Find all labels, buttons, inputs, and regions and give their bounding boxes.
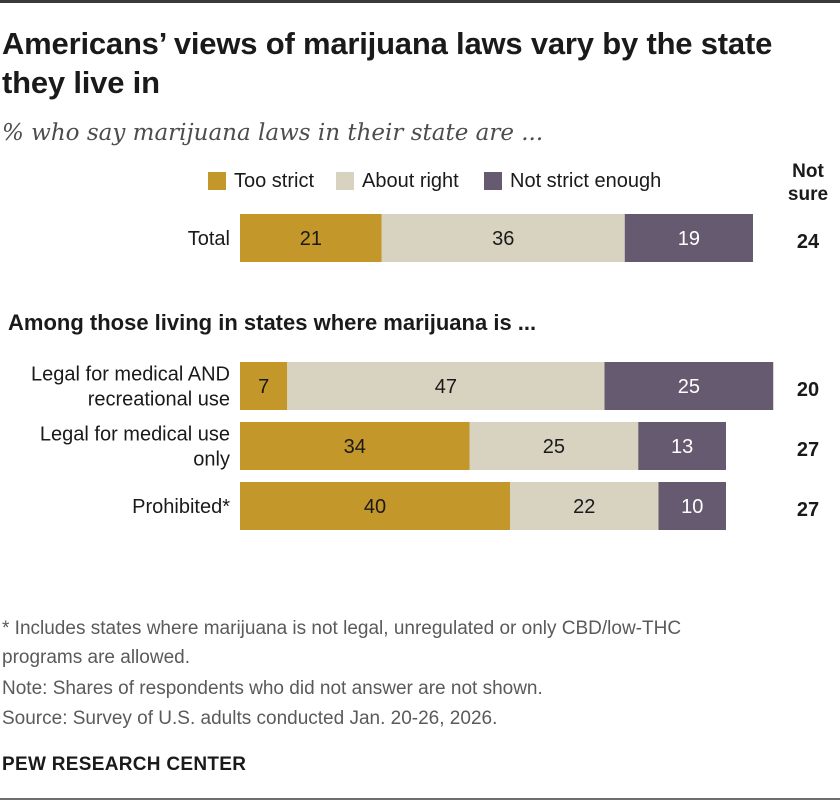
bar-total-not-strict-enough [624,214,753,262]
legend-item-about-right: About right [336,168,459,194]
bar-prohibited-not-strict-enough [658,482,726,530]
not-sure-header-line-1: Not [792,161,824,182]
category-label-prohibited: Prohibited* [132,496,230,518]
not-sure-value-prohibited: 27 [797,499,819,521]
stacked-bar-chart: Total 21 36 19 24 Legal for medical AND recrea… [31,214,820,530]
bar-prohibited-too-strict [240,482,510,530]
bar-prohibited-about-right [510,482,659,530]
section-heading: Among those living in states where marij… [8,310,537,335]
bar-legal-medical-and-recreational-too-strict [240,362,288,410]
value-label-legal-medical-and-recreational-about-right: 47 [435,376,457,398]
chart-subtitle: % who say marijuana laws in their state … [2,120,544,146]
footnote-asterisk-line-1: * Includes states where marijuana is not… [2,618,682,639]
bar-legal-medical-and-recreational-not-strict-enough [604,362,774,410]
category-label-legal-medical-only-line-1: Legal for medical use [40,424,230,446]
not-sure-value-legal-medical-and-recreational: 20 [797,379,819,401]
value-label-legal-medical-and-recreational-too-strict: 7 [258,376,269,398]
value-label-legal-medical-only-not-strict-enough: 13 [671,436,693,458]
footnote-asterisk-line-2: programs are allowed. [2,647,190,668]
value-label-legal-medical-only-about-right: 25 [543,436,565,458]
value-label-total-about-right: 36 [492,228,514,250]
value-label-legal-medical-only-too-strict: 34 [344,436,366,458]
not-sure-header-line-2: sure [787,184,829,205]
legend-label-not-strict-enough: Not strict enough [510,169,662,192]
not-sure-value-total: 24 [797,231,820,253]
not-sure-header: Not sure [776,160,840,206]
value-label-total-not-strict-enough: 19 [678,228,700,250]
legend-label-about-right: About right [362,169,459,192]
category-label-total: Total [188,228,230,250]
bar-total-too-strict [240,214,382,262]
category-label-legal-medical-and-recreational-line-1: Legal for medical AND [31,364,230,386]
bar-legal-medical-only-too-strict [240,422,470,470]
value-label-legal-medical-and-recreational-not-strict-enough: 25 [678,376,700,398]
legend-item-too-strict: Too strict [208,168,314,194]
top-rule [0,0,840,3]
legend-swatch-about-right [336,172,354,190]
value-label-prohibited-too-strict: 40 [364,496,386,518]
legend-swatch-not-strict-enough [484,172,502,190]
category-label-legal-medical-only-line-2: only [193,449,230,471]
footnote-source: Source: Survey of U.S. adults conducted … [2,708,498,729]
legend-item-not-strict-enough: Not strict enough [484,168,661,194]
bar-legal-medical-only-about-right [469,422,639,470]
bar-total-about-right [381,214,625,262]
bar-legal-medical-and-recreational-about-right [287,362,605,410]
footnote-note: Note: Shares of respondents who did not … [2,678,543,699]
bar-legal-medical-only-not-strict-enough [638,422,726,470]
bottom-rule [0,798,840,800]
chart-title: Americans’ views of marijuana laws vary … [2,26,773,100]
legend-label-too-strict: Too strict [234,169,315,192]
brand-name: PEW RESEARCH CENTER [2,754,247,775]
value-label-prohibited-not-strict-enough: 10 [681,496,703,518]
value-label-total-too-strict: 21 [300,228,322,250]
not-sure-value-legal-medical-only: 27 [797,439,819,461]
category-label-legal-medical-and-recreational-line-2: recreational use [88,389,230,411]
legend-swatch-too-strict [208,172,226,190]
value-label-prohibited-about-right: 22 [573,496,595,518]
